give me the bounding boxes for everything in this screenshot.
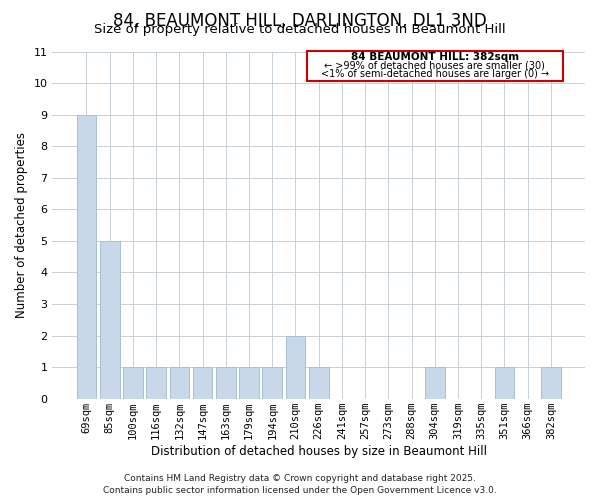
Text: 84 BEAUMONT HILL: 382sqm: 84 BEAUMONT HILL: 382sqm bbox=[351, 52, 519, 62]
X-axis label: Distribution of detached houses by size in Beaumont Hill: Distribution of detached houses by size … bbox=[151, 444, 487, 458]
Bar bbox=[216, 367, 236, 398]
Bar bbox=[123, 367, 143, 398]
Y-axis label: Number of detached properties: Number of detached properties bbox=[15, 132, 28, 318]
Bar bbox=[286, 336, 305, 398]
Text: ← >99% of detached houses are smaller (30): ← >99% of detached houses are smaller (3… bbox=[325, 60, 545, 70]
Bar bbox=[146, 367, 166, 398]
Bar bbox=[170, 367, 189, 398]
Bar bbox=[494, 367, 514, 398]
Text: Contains HM Land Registry data © Crown copyright and database right 2025.
Contai: Contains HM Land Registry data © Crown c… bbox=[103, 474, 497, 495]
Bar bbox=[307, 52, 563, 82]
Bar bbox=[77, 114, 97, 399]
Text: 84, BEAUMONT HILL, DARLINGTON, DL1 3ND: 84, BEAUMONT HILL, DARLINGTON, DL1 3ND bbox=[113, 12, 487, 30]
Text: Size of property relative to detached houses in Beaumont Hill: Size of property relative to detached ho… bbox=[94, 22, 506, 36]
Bar bbox=[309, 367, 329, 398]
Bar bbox=[100, 241, 119, 398]
Bar bbox=[239, 367, 259, 398]
Bar bbox=[262, 367, 282, 398]
Bar bbox=[425, 367, 445, 398]
Text: <1% of semi-detached houses are larger (0) →: <1% of semi-detached houses are larger (… bbox=[321, 69, 549, 79]
Bar bbox=[193, 367, 212, 398]
Bar bbox=[541, 367, 561, 398]
